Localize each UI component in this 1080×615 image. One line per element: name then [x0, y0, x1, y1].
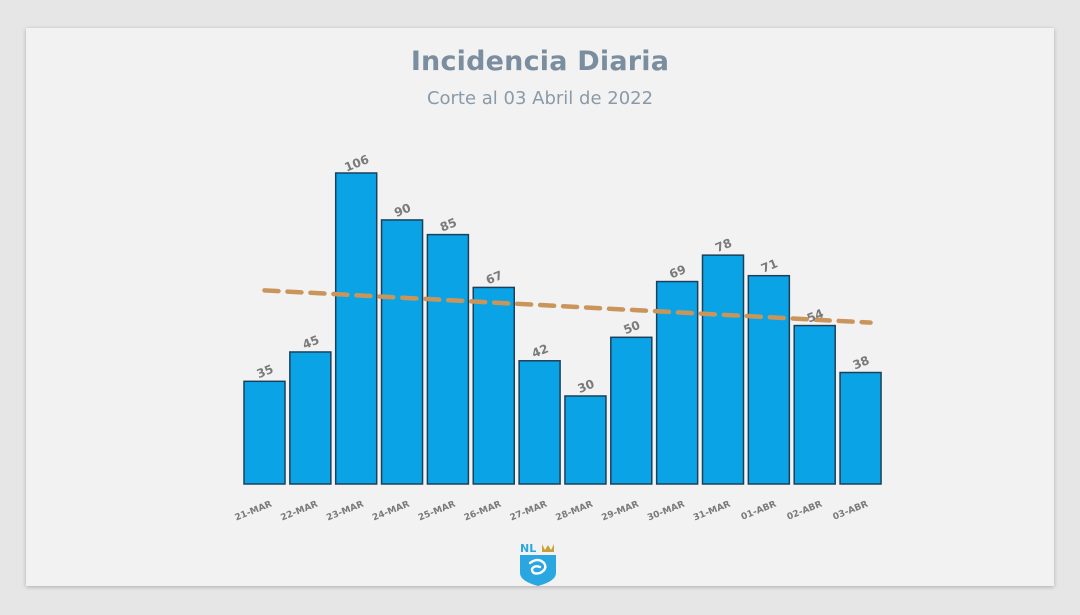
bar-24-mar	[380, 219, 424, 485]
value-label: 78	[713, 236, 734, 255]
shield-symbol	[528, 558, 547, 575]
x-tick-label: 25-MAR	[417, 499, 457, 523]
x-tick-label: 30-MAR	[646, 499, 686, 523]
bar-21-mar	[243, 380, 286, 485]
x-tick-label: 23-MAR	[325, 499, 365, 523]
value-label: 67	[484, 268, 505, 287]
value-label: 106	[342, 152, 370, 174]
bar-25-mar	[426, 233, 470, 485]
value-label: 71	[759, 256, 780, 275]
x-tick-label: 29-MAR	[600, 499, 640, 523]
x-tick-label: 26-MAR	[463, 499, 503, 523]
x-tick-labels-group: 21-MAR 22-MAR 23-MAR 24-MAR 25-MAR 26-MAR 27-M…	[234, 499, 870, 523]
bar-28-mar	[564, 395, 607, 485]
x-tick-label: 31-MAR	[692, 499, 732, 523]
bar-22-mar	[289, 351, 332, 485]
chart-subtitle: Corte al 03 Abril de 2022	[426, 88, 654, 109]
x-tick-label: 02-ABR	[786, 499, 824, 522]
bar-31-mar	[701, 254, 745, 485]
value-label: 54	[805, 306, 826, 325]
chart-title: Incidencia Diaria	[410, 46, 670, 77]
bar-03-abr	[839, 371, 882, 485]
crown-icon	[542, 544, 554, 552]
chart-card: Incidencia Diaria Corte al 03 Abril de 2…	[26, 28, 1054, 586]
value-label: 38	[851, 353, 872, 372]
value-label: 35	[255, 362, 276, 381]
bar-23-mar	[334, 172, 378, 485]
value-label: 42	[530, 341, 551, 360]
bar-29-mar	[610, 336, 653, 485]
x-tick-label: 27-MAR	[509, 499, 549, 523]
x-tick-label: 01-ABR	[740, 499, 778, 522]
value-label: 69	[667, 262, 688, 281]
value-label: 85	[438, 215, 459, 234]
x-tick-label: 03-ABR	[832, 499, 870, 522]
logo-text: NL	[520, 542, 536, 555]
bars-group	[243, 172, 882, 485]
x-tick-label: 21-MAR	[234, 499, 274, 523]
x-tick-label: 24-MAR	[371, 499, 411, 523]
bar-27-mar	[518, 360, 561, 485]
value-label: 30	[576, 377, 597, 396]
trendline-group	[262, 288, 873, 325]
value-label: 50	[621, 318, 642, 337]
trendline	[262, 288, 873, 325]
value-labels-group: 35 45 106 90 85 67 42 30 50 69 78 71 54 38	[255, 152, 872, 396]
x-tick-label: 22-MAR	[279, 499, 319, 523]
bar-01-abr	[747, 274, 791, 485]
bar-chart: 35 45 106 90 85 67 42 30 50 69 78 71 54 38 21-MAR 22-M…	[234, 152, 882, 523]
bar-26-mar	[472, 286, 515, 485]
x-tick-label: 28-MAR	[555, 499, 595, 523]
nuevo-leon-shield-icon: NL	[520, 542, 556, 586]
value-label: 90	[392, 201, 413, 220]
bar-02-abr	[793, 324, 836, 485]
value-label: 45	[300, 333, 321, 352]
